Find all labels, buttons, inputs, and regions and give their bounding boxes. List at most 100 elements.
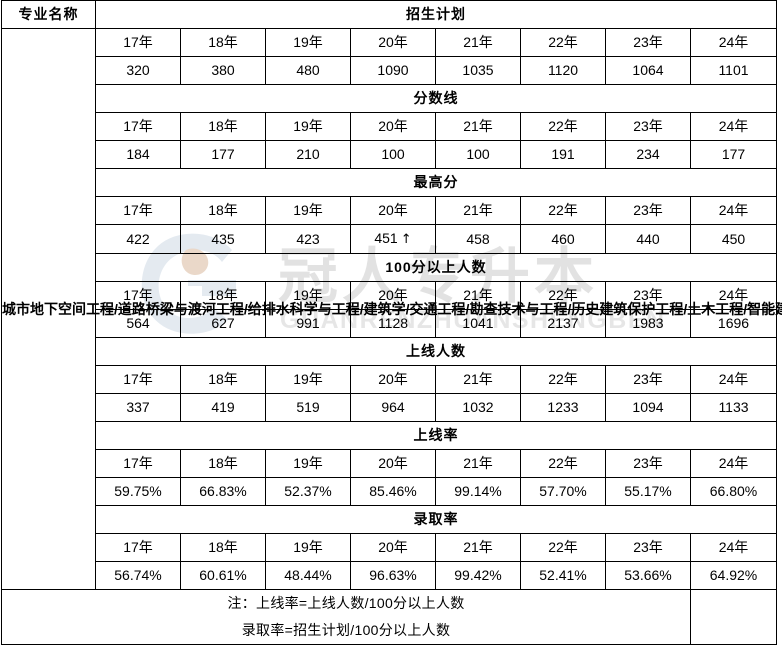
section-title-6: 上线率	[95, 421, 777, 450]
data-cell: 177	[690, 140, 777, 169]
year-header-cell: 18年	[180, 28, 266, 57]
year-header-row: 17年 18年 19年 20年 21年 22年 23年 24年	[2, 533, 777, 562]
data-cell: 1133	[690, 393, 777, 422]
year-header-row: 17年 18年 19年 20年 21年 22年 23年 24年	[2, 281, 777, 310]
data-cell: 1233	[520, 393, 606, 422]
year-header-row: 城市地下空间工程/道路桥梁与渡河工程/给排水科学与工程/建筑学/交通工程/勘查技…	[1, 28, 782, 590]
year-header-cell: 20年	[350, 533, 436, 562]
section-title-3: 最高分	[95, 168, 777, 197]
name-column-header: 专业名称	[1, 0, 96, 29]
year-header-cell: 17年	[95, 365, 181, 394]
year-header-row: 17年 18年 19年 20年 21年 22年 23年 24年	[2, 196, 777, 225]
year-header-cell: 19年	[265, 28, 351, 57]
footnote: 注：上线率=上线人数/100分以上人数 录取率=招生计划/100分以上人数	[1, 589, 691, 645]
data-cell: 57.70%	[520, 477, 606, 506]
data-cell: 100	[350, 140, 436, 169]
year-header-cell: 21年	[435, 196, 521, 225]
year-header-cell: 17年	[95, 533, 181, 562]
year-header-cell: 19年	[265, 365, 351, 394]
cell-value: 1133	[718, 399, 749, 415]
value-row: 320 380 480 1090 1035 1120 1064 1101	[2, 56, 777, 85]
data-cell: 1101	[690, 56, 777, 85]
cell-value: 337	[126, 399, 150, 415]
year-header-cell: 22年	[520, 28, 606, 57]
data-cell: 99.42%	[435, 561, 521, 590]
year-header-cell: 19年	[265, 533, 351, 562]
year-header-cell: 23年	[605, 28, 691, 57]
cell-value: 66.83%	[199, 483, 247, 499]
section-title-4: 100分以上人数	[95, 253, 777, 282]
data-cell: 423	[265, 224, 351, 254]
year-header-cell: 18年	[180, 365, 266, 394]
cell-value: 451	[374, 230, 398, 246]
year-header-cell: 17年	[95, 196, 181, 225]
data-cell: 627	[180, 309, 266, 338]
year-header-cell: 17年	[95, 28, 181, 57]
year-header-row: 17年 18年 19年 20年 21年 22年 23年 24年	[2, 449, 777, 478]
data-cell: 60.61%	[180, 561, 266, 590]
section-band-row: 专业名称 招生计划	[1, 0, 777, 29]
section-title-7: 录取率	[95, 505, 777, 534]
year-header-cell: 21年	[435, 28, 521, 57]
section-band-row: 上线人数	[2, 337, 777, 366]
section-band-row: 100分以上人数	[2, 253, 777, 282]
cell-value: 85.46%	[369, 483, 417, 499]
cell-value: 64.92%	[709, 567, 758, 583]
section-band-row: 上线率	[2, 421, 777, 450]
cell-value: 66.80%	[709, 483, 758, 499]
cell-value: 422	[126, 230, 150, 247]
data-cell: 320	[95, 56, 181, 85]
year-header-cell: 19年	[265, 281, 351, 310]
year-header-cell: 21年	[435, 533, 521, 562]
data-cell: 964	[350, 393, 436, 422]
year-header-cell: 17年	[95, 112, 181, 141]
year-header-cell: 23年	[605, 196, 691, 225]
cell-value: 519	[296, 399, 320, 415]
cell-value: 177	[721, 146, 746, 162]
year-header-cell: 22年	[520, 449, 606, 478]
cell-value: 1094	[632, 399, 664, 415]
year-header-cell: 18年	[180, 112, 266, 141]
name-column-value: 城市地下空间工程/道路桥梁与渡河工程/给排水科学与工程/建筑学/交通工程/勘查技…	[1, 28, 782, 590]
cell-value: 450	[721, 230, 746, 247]
data-cell: 66.83%	[180, 477, 266, 506]
year-header-cell: 23年	[605, 365, 691, 394]
footnote-line-1: 注：上线率=上线人数/100分以上人数	[227, 595, 465, 611]
trend-up-icon: ↑	[400, 232, 412, 247]
year-header-cell: 22年	[520, 365, 606, 394]
data-cell: 440	[605, 224, 691, 254]
cell-value: 60.61%	[199, 567, 247, 583]
year-header-cell: 20年	[350, 28, 436, 57]
data-cell: 460	[520, 224, 606, 254]
value-row: 422 435 423 451 ↑ 458 460 440 450	[2, 224, 777, 254]
section-band-row: 录取率	[2, 505, 777, 534]
data-cell: 419	[180, 393, 266, 422]
cell-value: 991	[296, 315, 320, 331]
cell-value: 380	[211, 62, 235, 78]
year-header-cell: 24年	[690, 112, 777, 141]
year-header-cell: 23年	[605, 449, 691, 478]
data-cell: 191	[520, 140, 606, 169]
year-header-cell: 21年	[435, 281, 521, 310]
data-cell: 210	[265, 140, 351, 169]
cell-value: 460	[551, 230, 575, 247]
value-row: 56.74% 60.61% 48.44% 96.63% 99.42% 52.41% 53.6…	[2, 561, 777, 590]
year-header-cell: 23年	[605, 112, 691, 141]
cell-value: 1064	[632, 62, 664, 78]
cell-value: 440	[636, 230, 660, 247]
data-cell: 53.66%	[605, 561, 691, 590]
cell-value: 100	[466, 146, 490, 162]
data-cell: 2137	[520, 309, 606, 338]
cell-value: 57.70%	[539, 483, 587, 499]
value-row: 59.75% 66.83% 52.37% 85.46% 99.14% 57.70% 55.1…	[2, 477, 777, 506]
cell-value: 1090	[377, 62, 409, 78]
cell-value: 53.66%	[624, 567, 672, 583]
year-header-cell: 21年	[435, 112, 521, 141]
data-cell: 59.75%	[95, 477, 181, 506]
data-cell: 451 ↑	[350, 224, 436, 254]
year-header-cell: 19年	[265, 196, 351, 225]
year-header-cell: 17年	[95, 281, 181, 310]
cell-value: 964	[381, 399, 405, 415]
data-cell: 1032	[435, 393, 521, 422]
year-header-cell: 24年	[690, 196, 777, 225]
